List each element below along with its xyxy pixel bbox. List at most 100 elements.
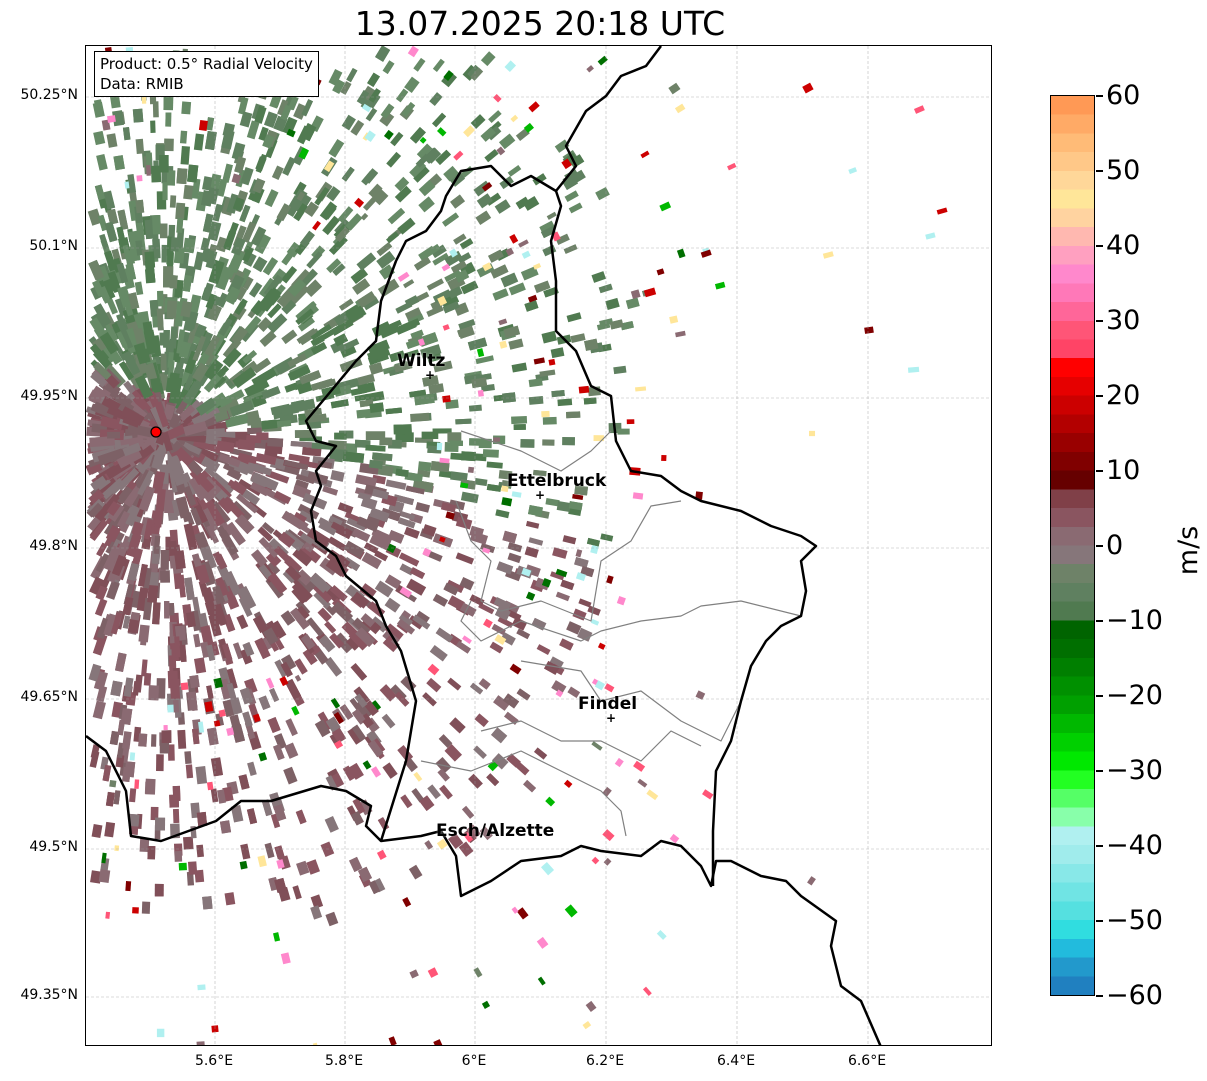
echo-cell bbox=[114, 395, 135, 412]
echo-cell bbox=[439, 784, 453, 800]
echo-cell bbox=[455, 418, 472, 425]
echo-cell bbox=[166, 300, 177, 319]
district-border bbox=[460, 600, 802, 642]
echo-cell bbox=[822, 251, 834, 259]
echo-cell bbox=[492, 288, 509, 301]
echo-cell bbox=[122, 596, 134, 616]
echo-cell bbox=[520, 266, 539, 281]
echo-cell bbox=[413, 57, 426, 72]
echo-cell bbox=[334, 432, 347, 440]
echo-cell bbox=[101, 477, 125, 500]
echo-cell bbox=[470, 682, 484, 695]
echo-cell bbox=[429, 644, 448, 662]
echo-cell bbox=[126, 533, 142, 558]
echo-cell bbox=[298, 147, 310, 160]
echo-cell bbox=[351, 724, 367, 742]
echo-cell bbox=[561, 158, 572, 170]
echo-cell bbox=[423, 244, 441, 259]
echo-cell bbox=[173, 550, 186, 570]
echo-cell bbox=[257, 317, 273, 332]
echo-cell bbox=[178, 341, 192, 359]
echo-cell bbox=[129, 752, 136, 761]
echo-cell bbox=[528, 378, 543, 388]
product-label: Product: 0.5° Radial Velocity bbox=[100, 55, 313, 73]
echo-cell bbox=[295, 473, 315, 484]
echo-cell bbox=[369, 507, 390, 523]
echo-cell bbox=[203, 545, 217, 569]
echo-cell bbox=[267, 716, 281, 734]
echo-cell bbox=[442, 395, 451, 403]
echo-cell bbox=[335, 226, 350, 243]
echo-cell bbox=[102, 764, 112, 782]
echo-cell bbox=[273, 804, 287, 822]
echo-cell bbox=[173, 571, 183, 590]
product-info-box: Product: 0.5° Radial Velocity Data: RMIB bbox=[94, 51, 319, 97]
echo-cell bbox=[331, 318, 354, 336]
echo-cell bbox=[301, 99, 313, 117]
echo-cell bbox=[469, 525, 485, 539]
echo-cell bbox=[374, 550, 389, 562]
echo-cell bbox=[430, 460, 450, 473]
echo-cell bbox=[475, 210, 492, 225]
echo-cell bbox=[502, 530, 518, 544]
echo-cell bbox=[278, 531, 296, 548]
echo-cell bbox=[163, 138, 174, 152]
echo-cell bbox=[387, 207, 406, 225]
echo-cell bbox=[134, 779, 140, 789]
echo-cell bbox=[498, 133, 516, 150]
echo-cell bbox=[296, 328, 317, 344]
echo-cell bbox=[222, 347, 242, 368]
echo-cell bbox=[222, 643, 233, 661]
echo-cell bbox=[90, 475, 108, 491]
echo-cell bbox=[149, 299, 159, 317]
echo-cell bbox=[310, 894, 324, 909]
echo-cell bbox=[170, 237, 180, 252]
echo-cell bbox=[240, 843, 251, 860]
echo-cell bbox=[511, 906, 519, 914]
echo-cell bbox=[234, 514, 255, 535]
echo-cell bbox=[637, 778, 648, 788]
echo-cell bbox=[635, 386, 647, 392]
echo-cell bbox=[439, 536, 446, 543]
echo-cell bbox=[182, 275, 193, 292]
echo-cell bbox=[283, 459, 309, 471]
echo-cell bbox=[466, 824, 481, 840]
echo-cell bbox=[98, 869, 111, 883]
echo-cell bbox=[326, 258, 342, 274]
echo-cell bbox=[422, 547, 432, 557]
echo-cell bbox=[398, 613, 413, 627]
echo-cell bbox=[231, 500, 253, 521]
echo-cell bbox=[325, 557, 347, 577]
echo-cell bbox=[541, 578, 552, 588]
echo-cell bbox=[257, 526, 274, 542]
echo-cell bbox=[285, 718, 298, 737]
echo-cell bbox=[238, 596, 253, 617]
echo-cell bbox=[333, 740, 344, 750]
echo-cell bbox=[182, 482, 197, 507]
echo-cell bbox=[443, 165, 460, 182]
echo-cell bbox=[254, 105, 267, 124]
echo-cell bbox=[511, 362, 528, 373]
echo-cell bbox=[676, 248, 686, 259]
echo-cell bbox=[491, 753, 509, 770]
echo-cell bbox=[369, 533, 391, 551]
echo-cell bbox=[116, 262, 129, 284]
echo-cell bbox=[447, 595, 465, 611]
echo-cell bbox=[218, 529, 239, 556]
echo-cell bbox=[507, 552, 522, 564]
echo-cell bbox=[174, 356, 185, 376]
echo-cell bbox=[516, 688, 531, 701]
echo-cell bbox=[505, 247, 515, 257]
echo-cell bbox=[510, 114, 519, 123]
echo-cell bbox=[164, 601, 170, 619]
echo-cell bbox=[152, 215, 162, 235]
echo-cell bbox=[325, 716, 341, 733]
echo-cell bbox=[470, 67, 484, 81]
echo-cell bbox=[127, 173, 137, 194]
echo-cell bbox=[214, 576, 229, 597]
echo-cell bbox=[616, 595, 626, 606]
echo-cell bbox=[350, 386, 368, 396]
echo-cell bbox=[333, 312, 349, 327]
echo-cell bbox=[450, 260, 467, 273]
echo-cell bbox=[196, 844, 204, 858]
